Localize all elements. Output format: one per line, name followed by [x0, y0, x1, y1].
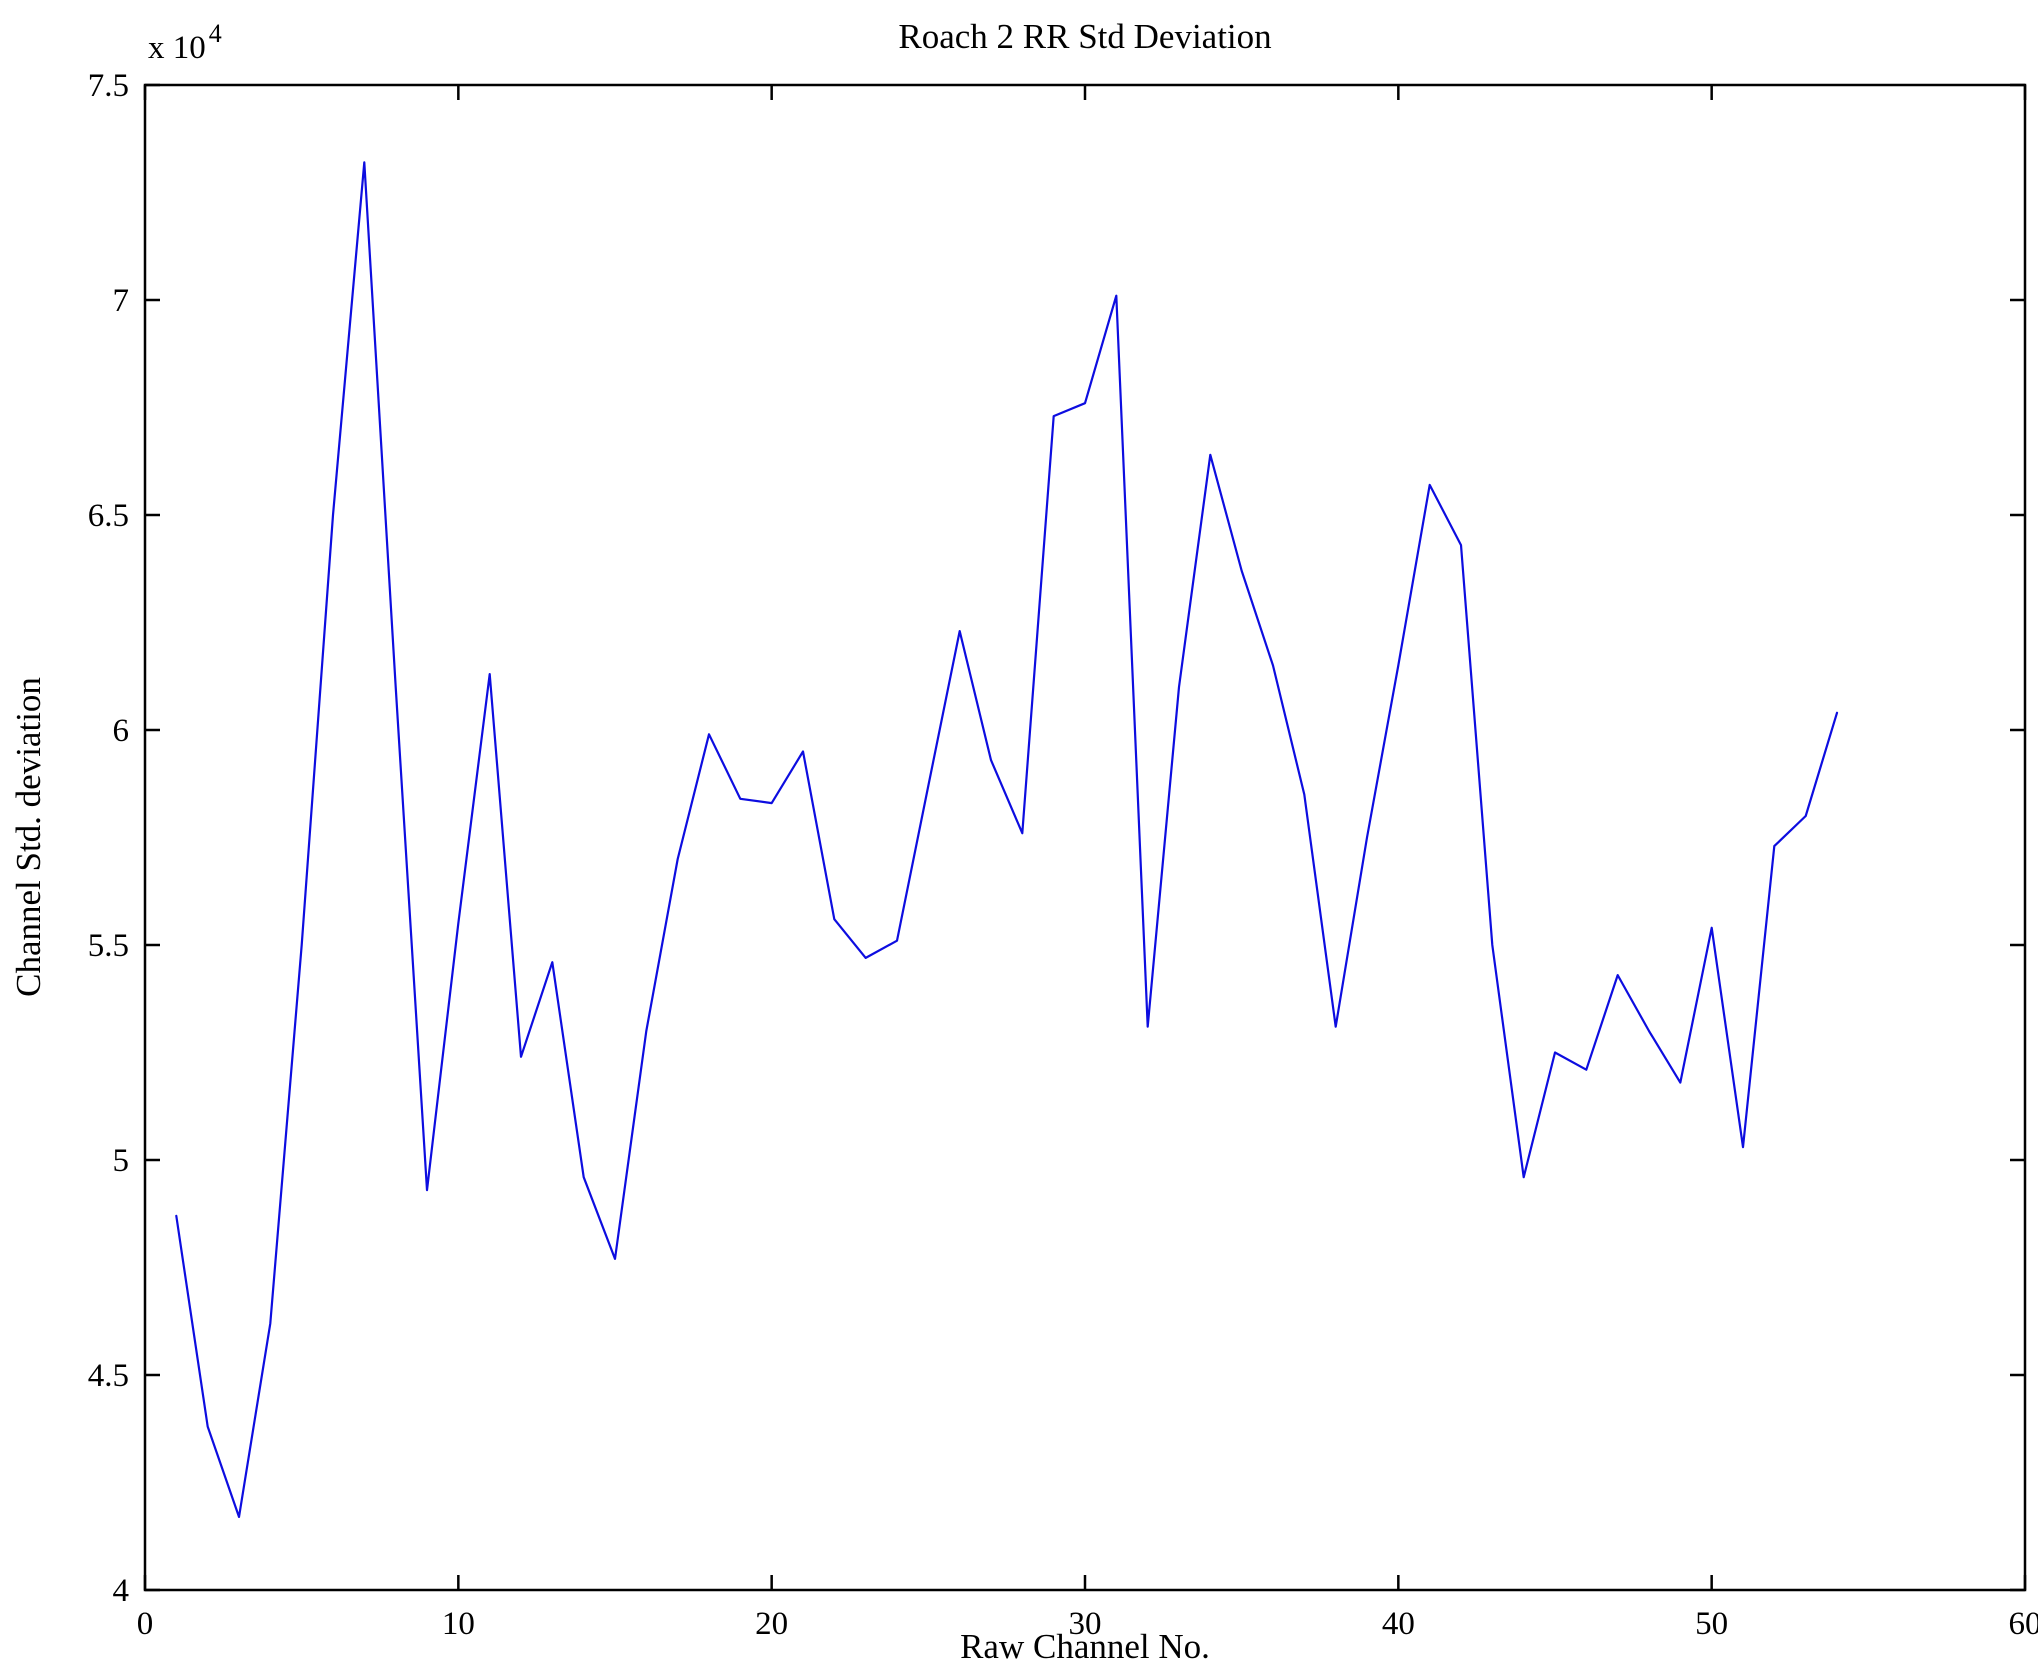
y-axis-label: Channel Std. deviation — [9, 677, 48, 997]
x-tick-label: 50 — [1695, 1606, 1728, 1642]
y-tick-label: 6.5 — [88, 498, 129, 534]
x-tick-labels: 0 10 20 30 40 50 60 — [137, 1606, 2038, 1642]
y-tick-label: 5.5 — [88, 928, 129, 964]
x-tick-label: 10 — [442, 1606, 475, 1642]
y-exponent-base: x 10 — [148, 30, 206, 66]
plot-area-box — [143, 83, 2027, 1592]
y-exponent-power: 4 — [209, 19, 222, 48]
x-tick-label: 30 — [1069, 1606, 1102, 1642]
y-tick-label: 4 — [113, 1573, 130, 1609]
x-tick-label: 0 — [137, 1606, 154, 1642]
y-tick-label: 7.5 — [88, 68, 129, 104]
y-tick-labels: 4 4.5 5 5.5 6 6.5 7 7.5 — [88, 68, 129, 1609]
y-tick-label: 5 — [113, 1143, 130, 1179]
y-tick-label: 4.5 — [88, 1358, 129, 1394]
tick-marks — [143, 83, 2027, 1592]
x-tick-label: 20 — [755, 1606, 788, 1642]
series-line — [175, 161, 1839, 1519]
x-axis-label: Raw Channel No. — [960, 1627, 1210, 1666]
y-tick-label: 7 — [113, 283, 130, 319]
x-tick-label: 60 — [2009, 1606, 2038, 1642]
x-tick-label: 40 — [1382, 1606, 1415, 1642]
y-tick-label: 6 — [113, 713, 130, 749]
y-exponent-label: x 10 4 — [148, 19, 222, 66]
chart-title: Roach 2 RR Std Deviation — [898, 17, 1271, 56]
